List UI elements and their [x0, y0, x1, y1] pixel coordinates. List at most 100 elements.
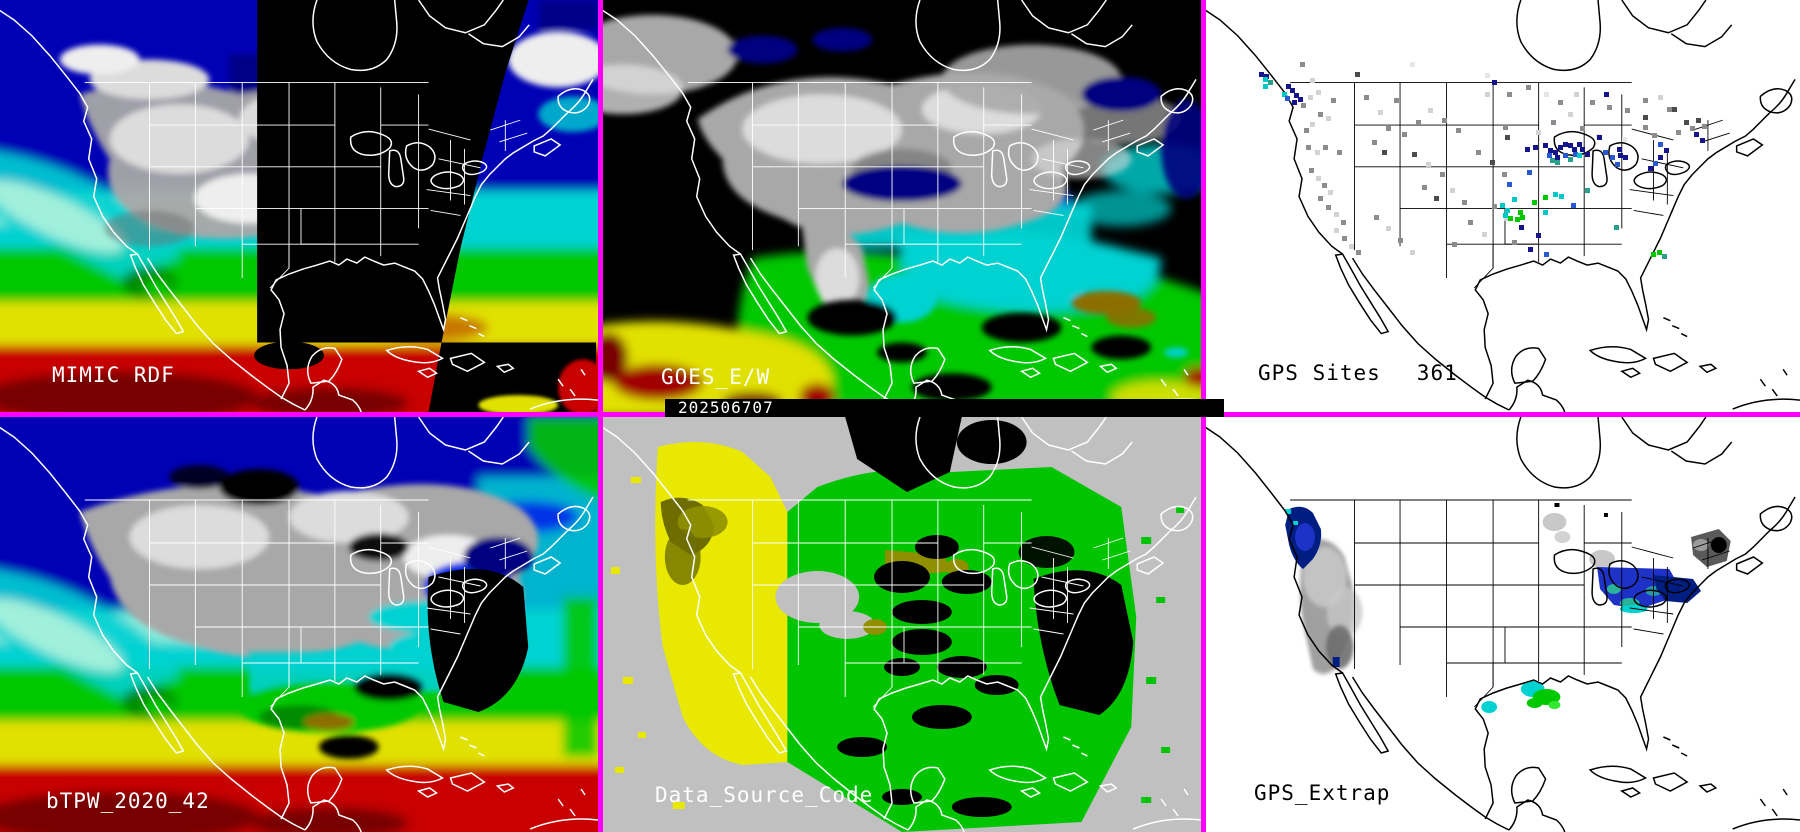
gps-site-dot [1690, 126, 1695, 131]
gps-site-dot [1658, 142, 1663, 147]
gps-site-dot [1294, 93, 1299, 98]
gps-site-dot [1551, 120, 1556, 125]
panel-label-gps-sites: GPS Sites 361 [1258, 363, 1458, 384]
gps-site-dot [1555, 160, 1560, 165]
gps-site-dot [1622, 137, 1627, 142]
panel-data-source-code[interactable]: Data_Source_Code [603, 417, 1201, 832]
gps-site-dot [1452, 242, 1457, 247]
gps-site-dot [1341, 220, 1346, 225]
gps-site-dot [1651, 252, 1656, 257]
panel-label-mimic-rdf: MIMIC RDF [52, 363, 175, 387]
gps-site-dot [1696, 118, 1701, 123]
gps-site-dot [1700, 138, 1705, 143]
gps-site-dot [1658, 95, 1663, 100]
gps-site-dot [1301, 103, 1306, 108]
gps-site-dot [1672, 107, 1677, 112]
gps-sites-count: 361 [1416, 361, 1458, 385]
gps-site-dot [1290, 88, 1295, 93]
gps-site-dot [1386, 226, 1391, 231]
gps-site-dot [1652, 133, 1657, 138]
gps-site-dot [1485, 92, 1490, 97]
gps-site-dot [1563, 142, 1568, 147]
gps-site-dot [1664, 148, 1669, 153]
gps-site-dot [1306, 145, 1311, 150]
gps-site-dot [1386, 126, 1391, 131]
gps-site-dot [1580, 126, 1585, 131]
gps-site-dot [1355, 72, 1360, 77]
gps-site-dot [1555, 155, 1560, 160]
extrap-regions [1285, 503, 1731, 713]
gps-site-dot [1507, 182, 1512, 187]
goes-gulf-detail [807, 241, 1189, 402]
gps-site-dot [1282, 92, 1287, 97]
gps-site-dot [1573, 152, 1578, 157]
gps-site-dot [1512, 197, 1517, 202]
panel-label-gps-extrap: GPS_Extrap [1254, 781, 1391, 805]
gps-site-dot [1684, 120, 1689, 125]
gps-site-dot [1378, 110, 1383, 115]
gps-site-dot [1580, 147, 1585, 152]
gps-site-dot [1264, 74, 1269, 79]
gps-site-dot [1442, 118, 1447, 123]
gps-site-dot [1323, 145, 1328, 150]
gps-site-dot [1476, 150, 1481, 155]
data-source-raster [603, 417, 1201, 832]
gps-site-dot [1503, 213, 1508, 218]
gps-site-dot [1263, 84, 1268, 89]
gps-site-dot [1643, 98, 1648, 103]
gps-site-dot [1653, 161, 1658, 166]
extrap-west-cloud-shading [1300, 539, 1363, 674]
gps-site-dot [1372, 140, 1377, 145]
gps-site-dot [1422, 185, 1427, 190]
gps-site-dot [1310, 122, 1315, 127]
gps-site-dot [1374, 215, 1379, 220]
panel-gps-sites[interactable]: GPS Sites 361 [1206, 0, 1800, 412]
gps-site-dot [1318, 112, 1323, 117]
gps-site-dot [1434, 196, 1439, 201]
gps-site-dot [1331, 98, 1336, 103]
gps-site-dot [1676, 130, 1681, 135]
panel-goes-ew[interactable]: GOES_E/W [603, 0, 1201, 412]
gps-site-dot [1543, 195, 1548, 200]
gps-site-dot [1304, 128, 1309, 133]
gps-site-dot [1536, 130, 1541, 135]
gps-site-dot [1428, 108, 1433, 113]
gps-site-dot [1544, 92, 1549, 97]
gps-site-dots-layer [1206, 0, 1800, 412]
gps-site-dot [1527, 170, 1532, 175]
gps-site-dot [1568, 143, 1573, 148]
timestamp-text: 202506707 [678, 398, 774, 417]
gps-site-dot [1342, 236, 1347, 241]
gps-site-dot [1617, 147, 1622, 152]
gps-site-dot [1614, 225, 1619, 230]
gps-site-dot [1322, 183, 1327, 188]
gps-site-dot [1462, 200, 1467, 205]
panel-mimic-rdf[interactable]: MIMIC RDF [0, 0, 598, 412]
gps-site-dot [1316, 90, 1321, 95]
gps-site-dot [1518, 210, 1523, 215]
gps-site-dot [1310, 78, 1315, 83]
panel-label-btpw: bTPW_2020_42 [46, 789, 210, 813]
gps-site-dot [1508, 216, 1513, 221]
gps-site-dot [1263, 77, 1268, 82]
timestamp-bar: 202506707 [665, 399, 1224, 417]
gps-site-dot [1667, 107, 1672, 112]
gps-site-dot [1597, 135, 1602, 140]
gps-site-dot [1292, 100, 1297, 105]
panel-label-data-source-code: Data_Source_Code [655, 783, 874, 807]
gps-site-dot [1356, 250, 1361, 255]
goes-ew-raster [603, 0, 1201, 412]
gps-site-dot [1505, 135, 1510, 140]
gps-site-dot [1328, 190, 1333, 195]
gps-site-dot [1532, 200, 1537, 205]
panel-gps-extrap[interactable]: GPS_Extrap [1206, 417, 1800, 832]
gps-site-dot [1315, 150, 1320, 155]
gps-site-dot [1615, 162, 1620, 167]
gps-site-dot [1504, 216, 1509, 221]
gps-site-dot [1533, 145, 1538, 150]
gps-site-dot [1412, 152, 1417, 157]
gps-site-dot [1568, 157, 1573, 162]
gps-site-dot [1500, 203, 1505, 208]
panel-btpw[interactable]: bTPW_2020_42 [0, 417, 598, 832]
